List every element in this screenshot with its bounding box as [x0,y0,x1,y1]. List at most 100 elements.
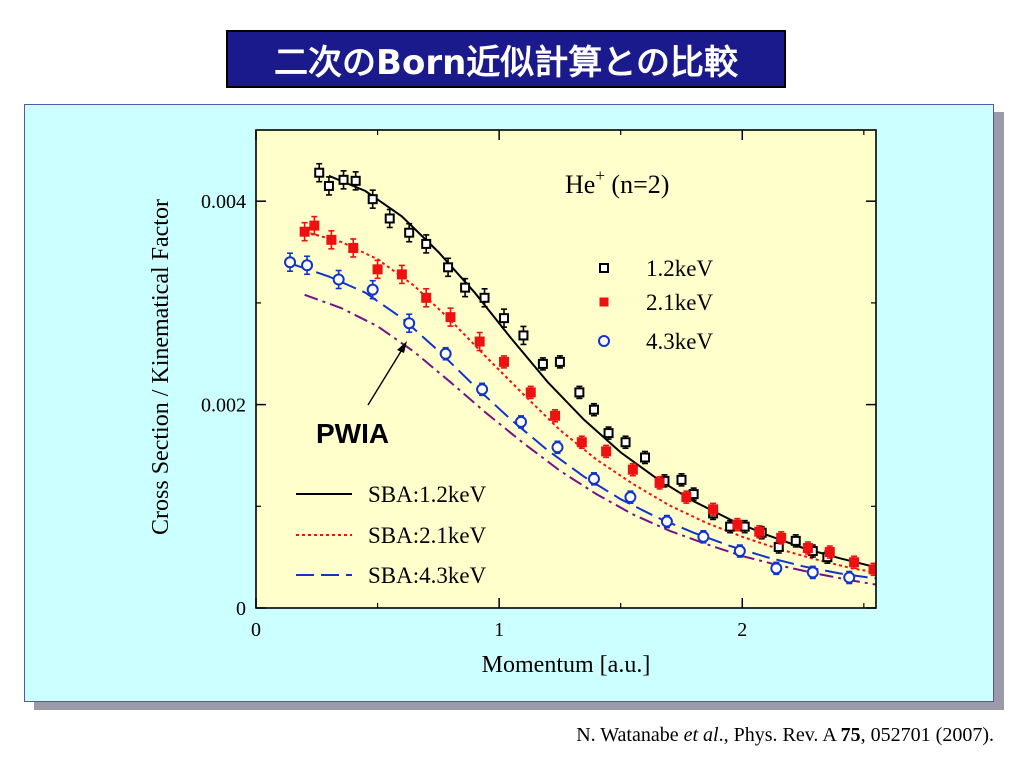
data-point [518,330,529,341]
data-point [843,571,856,584]
citation-volume: 75 [840,724,861,746]
data-point [350,175,361,186]
data-point [439,347,452,360]
data-point [499,313,509,324]
y-tick-label: 0.004 [201,191,246,213]
chart-title: He+ (n=2) [565,166,669,199]
data-point [620,437,631,448]
data-point [338,174,349,185]
data-point [733,545,746,558]
data-point [806,566,819,579]
legend-label: 2.1keV [646,290,713,315]
legend-line-label: SBA:4.3keV [368,563,487,588]
curve-sba-4-3kev [292,263,876,580]
legend-line-label: SBA:1.2keV [368,482,487,507]
data-point [309,220,320,231]
citation-rest: , 052701 (2007). [860,724,994,746]
page-title: 二次のBorn近似計算との比較 [274,42,738,83]
data-point [551,441,564,454]
data-point [576,437,587,448]
legend-marker [599,263,609,273]
citation-etal: et al [683,724,719,746]
data-point [624,491,637,504]
data-point [404,227,415,238]
data-point [499,356,509,367]
data-point [301,259,314,272]
legend-marker [598,335,610,347]
citation-journal: ., Phys. Rev. A [718,724,841,746]
data-point [601,446,612,457]
data-point [537,358,548,369]
data-point [574,387,585,398]
data-point [708,504,719,515]
series-2-1kev [299,215,876,577]
data-point [443,262,454,273]
data-point [802,542,813,553]
data-point [299,226,310,237]
data-point [588,404,599,415]
data-point [681,492,692,503]
data-point [676,474,687,485]
data-point [445,312,456,323]
data-point [403,317,416,330]
data-point [326,234,337,245]
data-point [384,213,395,224]
data-point [640,452,651,463]
plot-area [256,130,876,608]
curve-pwia [304,293,876,586]
data-point [332,273,345,286]
data-point [479,292,490,303]
data-point [421,292,432,303]
data-point [627,464,638,475]
plot-frame [255,129,877,609]
data-point [776,532,787,543]
data-point [372,264,383,275]
data-point [554,356,565,367]
data-point [773,541,784,552]
series-4-3kev [284,252,856,585]
y-tick-label: 0 [236,598,246,620]
legend-label: 1.2keV [646,256,713,281]
data-point [790,535,801,546]
data-point [460,282,471,293]
x-tick-label: 1 [494,619,504,641]
data-point [314,167,325,178]
pwia-arrow-head [397,341,407,353]
data-point [868,564,876,575]
y-axis-label: Cross Section / Kinematical Factor [148,199,174,535]
x-tick-label: 2 [737,619,747,641]
pwia-annotation: PWIA [316,418,389,449]
data-point [770,562,783,575]
x-axis-label: Momentum [a.u.] [482,652,651,678]
data-point [697,530,710,543]
title-banner: 二次のBorn近似計算との比較 [226,30,786,88]
data-point [396,269,407,280]
legend-label: 4.3keV [646,329,713,354]
y-tick-label: 0.002 [201,395,246,417]
data-point [474,336,485,347]
data-point [525,387,536,398]
data-point [550,410,561,421]
data-point [366,283,379,296]
data-point [367,194,378,205]
data-point [284,256,297,269]
data-point [476,383,489,396]
data-point [732,519,743,530]
pwia-arrow-line [367,347,404,406]
data-point [515,415,528,428]
legend-line-label: SBA:2.1keV [368,523,487,548]
data-point [348,242,359,253]
data-point [849,557,860,568]
x-tick-label: 0 [251,619,261,641]
data-point [824,547,835,558]
data-point [754,526,765,537]
data-point [421,238,432,249]
citation: N. Watanabe et al., Phys. Rev. A 75, 052… [576,724,994,747]
data-point [587,472,600,485]
data-point [323,180,334,191]
legend-marker [599,297,609,307]
citation-authors: N. Watanabe [576,724,684,746]
data-point [603,428,614,439]
data-point [660,515,673,528]
